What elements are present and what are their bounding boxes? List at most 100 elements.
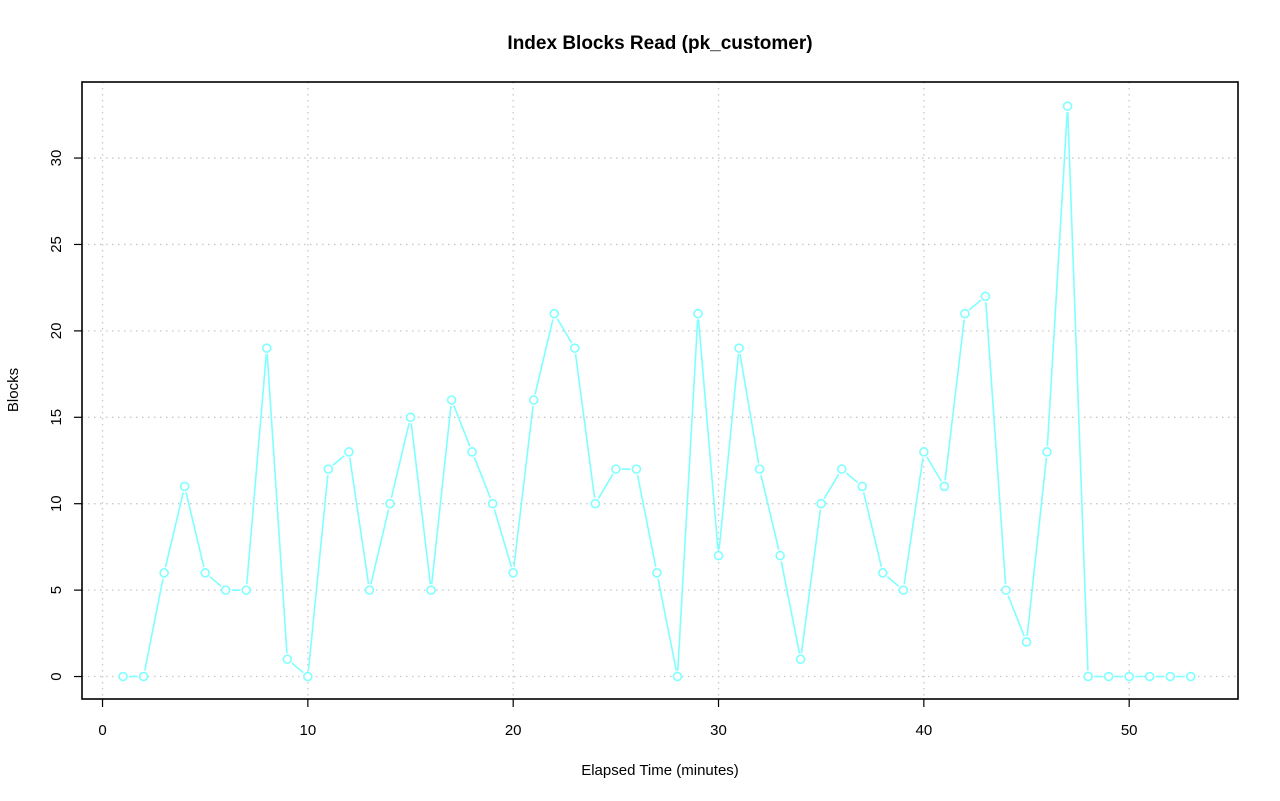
data-point [877, 568, 888, 578]
x-tick-label: 30 [710, 722, 727, 739]
data-point [200, 568, 210, 578]
data-point [919, 447, 929, 457]
data-point [508, 568, 518, 578]
data-point [816, 498, 826, 509]
data-point [303, 671, 313, 682]
axis-ticks: 0 10 20 30 40 50 0 5 10 15 20 25 30 [48, 150, 1138, 739]
series-line-segment [739, 353, 760, 464]
data-point [549, 308, 560, 319]
data-point [179, 481, 190, 492]
x-axis-label: Elapsed Time (minutes) [581, 762, 739, 779]
series-line-segment [718, 354, 740, 550]
y-tick-label: 5 [48, 586, 65, 594]
series-line-segment [574, 354, 596, 498]
series-line-segment [697, 319, 719, 550]
series-line-segment [370, 509, 390, 585]
data-point [775, 550, 785, 561]
series-line-segment [390, 422, 410, 499]
series-line-segment [534, 319, 554, 395]
data-point [344, 447, 354, 457]
data-point [1021, 637, 1032, 647]
data-point [1062, 101, 1073, 111]
series-line-segment [985, 302, 1007, 585]
data-point [487, 498, 498, 509]
y-axis-label: Blocks [5, 368, 22, 412]
data-point [713, 550, 724, 561]
series-line-segment [780, 561, 801, 654]
series-line-segment [597, 473, 614, 499]
series-line-segment [760, 474, 780, 550]
data-point [1103, 671, 1114, 682]
data-point [118, 671, 128, 682]
series-line-segment [845, 472, 859, 484]
series-line-segment [886, 576, 900, 587]
series-line-segment [823, 473, 840, 499]
data-point [590, 498, 601, 509]
series-line-segment [143, 578, 164, 671]
data-point [364, 585, 375, 595]
data-point [1083, 671, 1093, 682]
data-point [261, 343, 272, 353]
chart-title: Index Blocks Read (pk_customer) [507, 33, 812, 54]
series-line-segment [903, 457, 924, 585]
data-point [960, 308, 970, 319]
series-line-segment [473, 457, 492, 499]
data-point [1144, 671, 1155, 682]
data-point [672, 671, 683, 682]
series-line-segment [968, 299, 982, 311]
series-line-segment [1026, 457, 1048, 637]
y-tick-label: 15 [48, 409, 65, 426]
series-layer [118, 101, 1196, 682]
data-point [241, 585, 252, 595]
data-point [569, 343, 580, 353]
data-point [220, 585, 231, 595]
series-line-segment [164, 492, 185, 568]
series-line-segment [636, 474, 657, 568]
y-tick-label: 30 [48, 150, 65, 167]
data-point [138, 671, 149, 682]
series-line-segment [513, 405, 534, 567]
series-line-segment [453, 405, 471, 447]
data-point [159, 568, 169, 578]
series-line-segment [800, 509, 822, 654]
data-point [939, 481, 950, 492]
data-point [323, 464, 334, 474]
data-point [693, 308, 703, 319]
data-point [734, 343, 744, 353]
data-point [836, 464, 847, 474]
grid-lines [82, 82, 1238, 699]
data-point [1185, 671, 1196, 682]
series-line-segment [185, 492, 205, 568]
series-line-segment [1007, 595, 1026, 637]
series-line-segment [410, 423, 432, 585]
series-line-segment [493, 509, 513, 568]
series-line-segment [944, 319, 965, 481]
series-line-segment [862, 492, 883, 568]
x-tick-label: 40 [916, 722, 933, 739]
y-tick-label: 10 [48, 495, 65, 512]
series-line-segment [676, 319, 699, 671]
series-line-segment [307, 475, 329, 671]
data-point [405, 412, 416, 423]
data-point [1124, 671, 1134, 682]
data-point [1165, 671, 1176, 682]
plot-frame [81, 81, 1239, 700]
data-point [631, 464, 642, 474]
data-point [1001, 585, 1011, 595]
data-point [980, 291, 991, 302]
y-tick-label: 0 [48, 672, 65, 680]
series-line-segment [266, 354, 288, 654]
y-tick-label: 25 [48, 236, 65, 253]
data-point [528, 395, 539, 405]
series-line-segment [245, 354, 268, 585]
series-line-segment [291, 662, 304, 674]
series [118, 101, 1196, 682]
data-point [446, 395, 457, 405]
series-line-segment [556, 318, 573, 344]
data-point [795, 654, 806, 665]
series-line-segment [1066, 112, 1089, 671]
series-line-segment [349, 457, 370, 585]
series-line-segment [209, 576, 222, 587]
data-point [611, 464, 621, 474]
